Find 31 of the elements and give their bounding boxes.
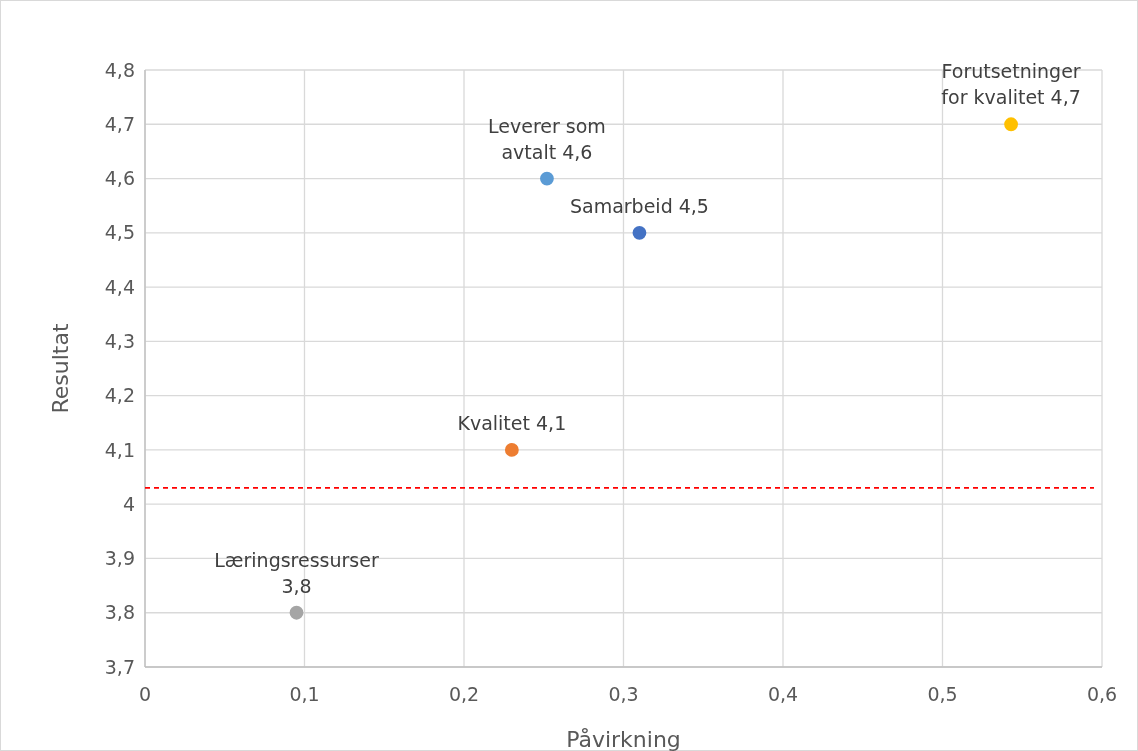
data-label: Kvalitet 4,1 [457, 411, 567, 434]
y-tick-label: 4,7 [104, 112, 135, 135]
y-axis-title: Resultat [48, 323, 73, 414]
x-tick-label: 0,3 [608, 683, 639, 705]
y-tick-label: 3,9 [104, 547, 135, 570]
y-tick-label: 4,6 [104, 167, 135, 190]
y-tick-label: 4,3 [104, 330, 135, 353]
point [1004, 117, 1018, 132]
y-tick-label: 4,5 [104, 221, 135, 244]
x-tick-label: 0 [138, 683, 152, 705]
x-axis-title: Påvirkning [566, 727, 681, 751]
x-tick-label: 0,4 [767, 683, 799, 705]
point [632, 225, 647, 240]
x-tick-label: 0,2 [448, 683, 480, 705]
y-tick-label: 4,2 [104, 384, 135, 407]
x-tick-label: 0,6 [1086, 683, 1118, 705]
y-tick-label: 3,7 [104, 655, 135, 678]
point [504, 443, 519, 457]
data-label: Forutsetninger for kvalitet 4,7 [941, 60, 1081, 109]
x-tick-label: 0,1 [289, 683, 320, 705]
y-tick-label: 4,1 [104, 438, 135, 461]
y-tick-label: 3,8 [104, 601, 135, 624]
y-tick-label: 4,8 [104, 58, 135, 81]
data-label: Læringsressurser 3,8 [214, 548, 379, 597]
x-tick-label: 0,5 [927, 683, 958, 705]
point [540, 171, 554, 186]
y-tick-label: 4,4 [104, 275, 135, 298]
data-label: Samarbeid 4,5 [569, 194, 709, 217]
y-tick-label: 4 [122, 492, 135, 515]
point [289, 605, 304, 620]
data-label: Leverer som avtalt 4,6 [488, 114, 606, 163]
